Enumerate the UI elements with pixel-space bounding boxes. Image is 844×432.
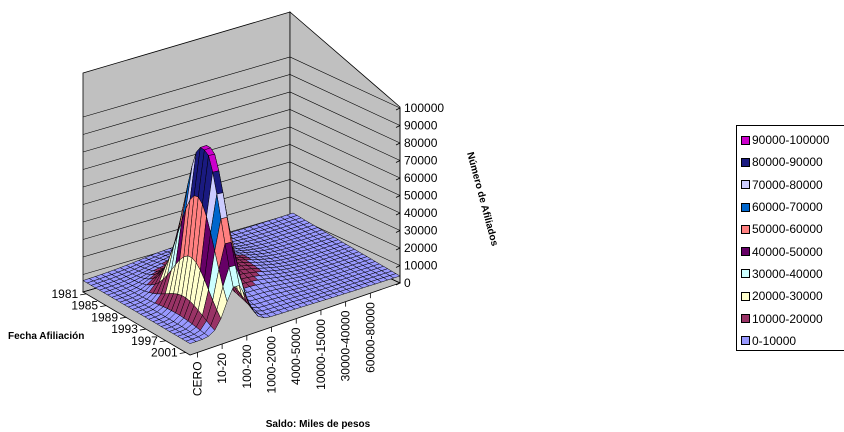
legend-item: 90000-100000 xyxy=(741,129,844,151)
x-tick-label: CERO xyxy=(190,361,204,396)
z-tick-mark xyxy=(395,125,401,128)
legend-swatch xyxy=(741,202,750,212)
y-tick-label: 1981 xyxy=(52,287,79,301)
legend-swatch xyxy=(741,157,750,167)
gridline xyxy=(82,144,401,205)
legend-label: 20000-30000 xyxy=(752,289,823,304)
z-tick-label: 40000 xyxy=(404,206,438,220)
legend-swatch xyxy=(741,314,750,324)
legend-swatch xyxy=(741,224,750,234)
x-tick-label: 30000-40000 xyxy=(339,310,353,381)
x-tick-label: 1000-2000 xyxy=(265,336,279,394)
z-axis: 0 10000 20000 30000 40000 50000 60000 70000 8000… xyxy=(395,101,444,290)
y-tick-mark xyxy=(119,316,127,319)
z-tick-mark xyxy=(395,282,401,286)
legend-label: 70000-80000 xyxy=(752,177,823,192)
gridline xyxy=(82,179,401,240)
legend-item: 70000-80000 xyxy=(741,174,844,196)
z-tick-mark xyxy=(395,160,401,163)
legend-label: 50000-60000 xyxy=(752,222,823,237)
y-tick-mark xyxy=(100,305,107,308)
legend-item: 40000-50000 xyxy=(741,240,844,262)
y-tick-mark xyxy=(139,328,146,331)
legend-item: 10000-20000 xyxy=(741,307,844,329)
z-tick-label: 10000 xyxy=(404,259,438,273)
y-axis-title: Fecha Afiliación xyxy=(8,331,84,342)
x-tick-label: 10000-15000 xyxy=(314,319,328,390)
x-tick-label: 4000-5000 xyxy=(289,327,303,385)
legend-item: 60000-70000 xyxy=(741,196,844,218)
z-tick-label: 20000 xyxy=(404,241,438,255)
z-tick-label: 80000 xyxy=(404,136,438,150)
legend-item: 0-10000 xyxy=(741,330,844,350)
x-tick-label: 10-20 xyxy=(215,353,229,384)
legend-swatch xyxy=(741,180,750,190)
z-tick-mark xyxy=(395,265,401,268)
legend-swatch xyxy=(741,269,750,279)
z-tick-mark xyxy=(395,230,401,233)
surface-mesh xyxy=(82,144,401,344)
legend-label: 60000-70000 xyxy=(752,200,823,215)
z-tick-label: 90000 xyxy=(404,119,438,133)
legend-item: 50000-60000 xyxy=(741,218,844,240)
legend-label: 40000-50000 xyxy=(752,244,823,259)
gridline xyxy=(82,56,401,118)
gridline xyxy=(82,74,401,135)
y-tick-label: 2001 xyxy=(151,345,178,359)
y-tick-mark xyxy=(80,293,87,296)
gridline xyxy=(82,109,401,170)
y-tick-mark xyxy=(159,340,166,343)
legend-item: 80000-90000 xyxy=(741,151,844,173)
x-axis: CERO 10-20 100-200 1000-2000 4000-5000 10000-… xyxy=(190,293,377,396)
wall-gridlines xyxy=(82,56,401,293)
legend-swatch xyxy=(741,336,750,346)
y-tick-label: 1989 xyxy=(91,310,118,324)
gridline xyxy=(82,126,401,188)
x-axis-title: Saldo: Miles de pesos xyxy=(266,419,371,430)
z-tick-label: 30000 xyxy=(404,224,438,238)
legend-swatch xyxy=(741,247,750,257)
legend-label: 90000-100000 xyxy=(752,133,830,148)
legend-label: 80000-90000 xyxy=(752,155,823,170)
z-tick-label: 70000 xyxy=(404,154,438,168)
z-tick-mark xyxy=(395,142,401,146)
z-tick-mark xyxy=(395,212,401,216)
legend-item: 20000-30000 xyxy=(741,285,844,307)
z-tick-label: 100000 xyxy=(404,101,444,115)
y-tick-mark xyxy=(179,352,186,354)
legend-label: 10000-20000 xyxy=(752,311,823,326)
x-tick-label: 100-200 xyxy=(240,344,254,388)
x-tick-label: 60000-80000 xyxy=(363,302,377,373)
gridline xyxy=(82,161,401,223)
z-tick-label: 50000 xyxy=(404,189,438,203)
legend-label: 30000-40000 xyxy=(752,266,823,281)
legend-item: 30000-40000 xyxy=(741,263,844,285)
gridline xyxy=(82,196,401,258)
z-tick-mark xyxy=(395,107,401,111)
z-tick-label: 0 xyxy=(404,276,411,290)
gridline xyxy=(82,91,401,153)
z-tick-mark xyxy=(395,247,401,251)
y-tick-label: 1985 xyxy=(71,299,98,313)
y-tick-label: 1993 xyxy=(111,322,138,336)
legend: 90000-100000 80000-90000 70000-80000 60000-… xyxy=(736,125,844,351)
legend-swatch xyxy=(741,135,750,145)
z-tick-label: 60000 xyxy=(404,171,438,185)
z-tick-mark xyxy=(395,195,401,198)
y-tick-label: 1997 xyxy=(131,334,158,348)
z-tick-mark xyxy=(395,177,401,181)
legend-swatch xyxy=(741,291,750,301)
z-axis-title: Número de Afiliados xyxy=(464,151,500,248)
legend-label: 0-10000 xyxy=(752,333,797,348)
surface-cell xyxy=(185,338,197,344)
